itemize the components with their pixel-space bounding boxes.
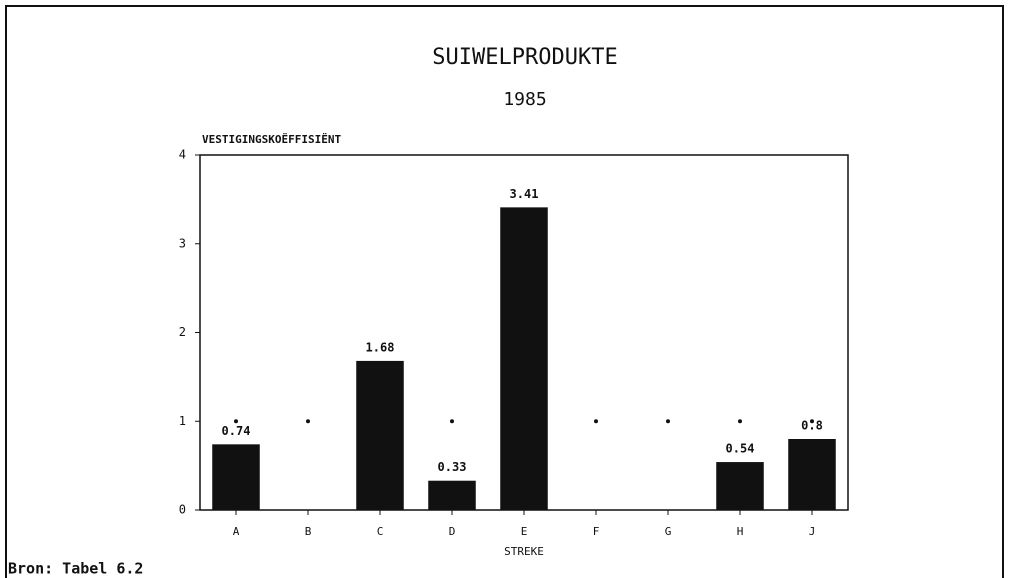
reference-dot (234, 419, 238, 424)
value-label: 3.41 (510, 187, 539, 201)
source-note: Bron: Tabel 6.2 (8, 560, 143, 578)
x-tick-label: A (233, 525, 240, 538)
bar (212, 444, 260, 510)
frame (5, 5, 1004, 578)
x-tick-label: B (305, 525, 312, 538)
bar (788, 439, 836, 510)
reference-dot (738, 419, 742, 424)
value-label: 0.54 (726, 442, 755, 456)
x-axis-label: STREKE (504, 545, 544, 558)
reference-dot (450, 419, 454, 424)
reference-dot (594, 419, 598, 424)
chart-subtitle: 1985 (503, 89, 546, 110)
y-tick-label: 1 (179, 414, 186, 428)
bar (716, 462, 764, 510)
reference-dot (810, 419, 814, 424)
bar (428, 480, 476, 510)
y-axis-label: VESTIGINGSKOËFFISIËNT (202, 132, 341, 146)
value-label: 1.68 (366, 340, 395, 354)
x-tick-label: J (809, 525, 816, 538)
x-tick-label: D (449, 525, 456, 538)
bar (356, 360, 404, 510)
value-label: 0.74 (222, 424, 251, 438)
y-tick-label: 0 (179, 503, 186, 517)
chart-title: SUIWELPRODUKTE (432, 45, 617, 70)
reference-dot (666, 419, 670, 424)
value-label: 0.8 (801, 419, 823, 433)
y-tick-label: 3 (179, 236, 186, 250)
reference-dot (306, 419, 310, 424)
y-tick-label: 2 (179, 325, 186, 339)
x-tick-label: E (521, 525, 528, 538)
bar (500, 207, 548, 511)
x-tick-label: C (377, 525, 384, 538)
x-tick-label: G (665, 525, 672, 538)
y-tick-label: 4 (179, 148, 186, 162)
x-tick-label: H (737, 525, 744, 538)
x-tick-label: F (593, 525, 600, 538)
value-label: 0.33 (438, 460, 467, 474)
